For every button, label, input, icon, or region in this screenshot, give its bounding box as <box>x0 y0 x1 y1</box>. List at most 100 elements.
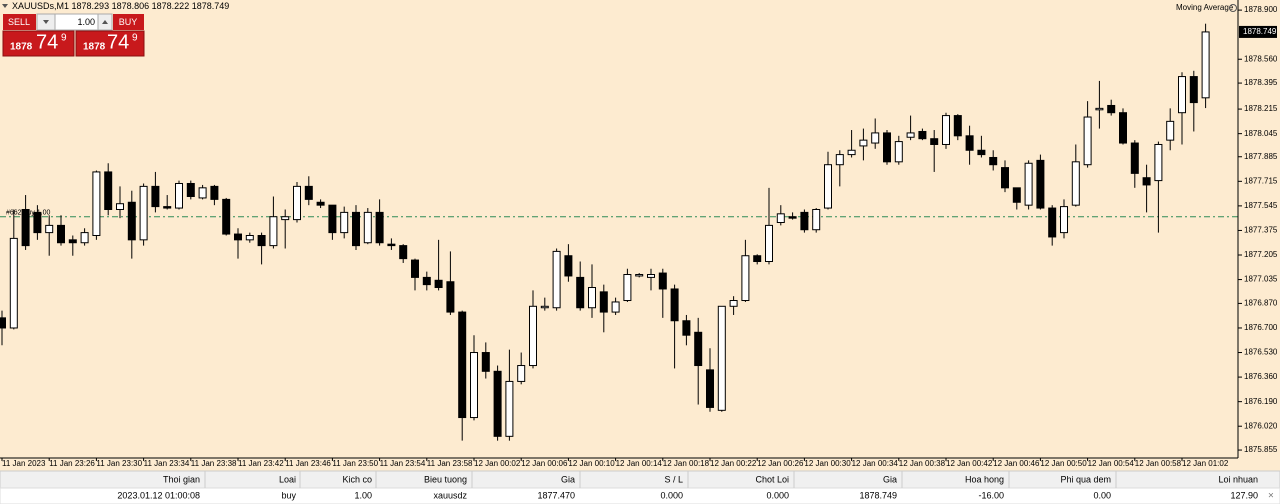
indicator-label: Moving Average <box>1176 3 1234 12</box>
x-tick-label: 11 Jan 23:42 <box>238 459 284 468</box>
candle-body <box>871 132 880 144</box>
column-header: Bieu tuong <box>424 474 467 484</box>
buy-label: BUY <box>119 17 138 27</box>
candle-body <box>611 301 620 313</box>
candle-body <box>234 233 242 241</box>
candle-body <box>576 276 585 309</box>
candle-body <box>1178 76 1186 114</box>
x-tick-label: 12 Jan 00:54 <box>1088 459 1135 468</box>
candle-body <box>33 211 42 234</box>
x-tick-label: 12 Jan 00:42 <box>946 459 993 468</box>
candle-body <box>682 320 691 336</box>
candle-body <box>847 149 856 156</box>
candle-body <box>505 380 514 437</box>
candle-body <box>800 211 809 231</box>
candle-body <box>304 185 313 200</box>
header-part: 1878.806 <box>112 1 150 11</box>
candle-body <box>1130 142 1139 174</box>
header: XAUUSDs,M1 1878.293 1878.806 1878.222 18… <box>12 1 229 11</box>
candle-body <box>635 274 644 277</box>
price-box <box>1239 25 1277 38</box>
candle-body <box>729 300 738 307</box>
icon <box>2 4 8 8</box>
candle-body <box>198 187 207 199</box>
candle-body <box>953 115 962 137</box>
candle-body <box>222 198 231 235</box>
candle-body <box>812 208 821 231</box>
candle-body <box>1154 143 1163 182</box>
candle-body <box>1001 167 1009 189</box>
y-tick-label: 1877.205 <box>1244 250 1278 259</box>
column-header: Hoa hong <box>965 474 1004 484</box>
candle-body <box>694 331 703 367</box>
x-tick-label: 11 Jan 23:46 <box>285 459 331 468</box>
candle-body <box>883 132 891 163</box>
y-tick-label: 1876.530 <box>1244 348 1278 357</box>
buy-button[interactable] <box>113 14 144 30</box>
candle-body <box>835 154 844 166</box>
sell-button[interactable] <box>3 14 36 30</box>
y-tick-label: 1877.885 <box>1244 152 1278 161</box>
candle-body <box>269 216 278 247</box>
candle-body <box>363 211 372 244</box>
sell-price-big: 1878 <box>10 42 33 53</box>
candle-body <box>387 243 396 247</box>
candle-body <box>753 255 762 263</box>
candle-body <box>481 352 490 372</box>
table-cell: 0.00 <box>1093 490 1111 500</box>
y-tick-label: 1876.020 <box>1244 421 1278 430</box>
candle-body <box>375 211 384 244</box>
candle-body <box>1083 116 1092 166</box>
y-tick-label: 1877.545 <box>1244 201 1278 210</box>
candle-body <box>434 279 443 289</box>
candle-body <box>470 352 478 419</box>
y-tick-label: 1875.855 <box>1244 445 1278 454</box>
header-part: 1878.222 <box>152 1 190 11</box>
table-cell: 0.000 <box>766 490 789 500</box>
buy-price-main: 74 <box>107 31 129 53</box>
x-tick-label: 11 Jan 2023 <box>2 459 46 468</box>
candle-body <box>127 201 136 241</box>
buy-price-box[interactable] <box>75 30 145 57</box>
y-tick-label: 1876.700 <box>1244 323 1278 332</box>
candle-body <box>186 182 195 197</box>
candle-body <box>599 291 608 313</box>
x-tick-label: 12 Jan 00:26 <box>757 459 804 468</box>
y-tick-label: 1877.375 <box>1244 226 1278 235</box>
candle-body <box>116 203 124 210</box>
x-tick-label: 11 Jan 23:34 <box>144 459 190 468</box>
header-part: 1878.293 <box>72 1 110 11</box>
candle-body <box>80 232 89 244</box>
column-header: Loi nhuan <box>1218 474 1258 484</box>
x-tick-label: 11 Jan 23:50 <box>332 459 378 468</box>
candle-body <box>151 185 160 208</box>
x-tick-label: 12 Jan 00:30 <box>804 459 851 468</box>
header-part: 1878.749 <box>192 1 230 11</box>
candle-body <box>316 201 325 206</box>
candle-body <box>57 224 65 244</box>
candle-body <box>493 370 502 437</box>
candle-body <box>930 138 939 145</box>
icon <box>102 20 108 24</box>
sell-price-box[interactable] <box>2 30 75 57</box>
candle-body <box>1119 112 1127 144</box>
header-part: XAUUSDs,M1 <box>12 1 69 11</box>
candle-body <box>245 235 254 241</box>
candle-body <box>1071 161 1080 206</box>
candle-body <box>540 305 549 309</box>
candle-body <box>446 281 455 313</box>
candle-body <box>564 255 573 277</box>
table-cell: 1878.749 <box>859 490 897 500</box>
candle-body <box>68 239 77 244</box>
candle-body <box>741 255 750 302</box>
y-tick-label: 1878.395 <box>1244 78 1278 87</box>
candle-body <box>989 156 998 166</box>
close-button[interactable]: × <box>1268 491 1274 502</box>
candle-body <box>1107 104 1116 114</box>
candle-body <box>776 213 785 223</box>
candle-body <box>859 139 868 147</box>
x-tick-label: 11 Jan 23:38 <box>191 459 237 468</box>
candle-body <box>670 288 679 322</box>
candle-body <box>458 311 467 419</box>
